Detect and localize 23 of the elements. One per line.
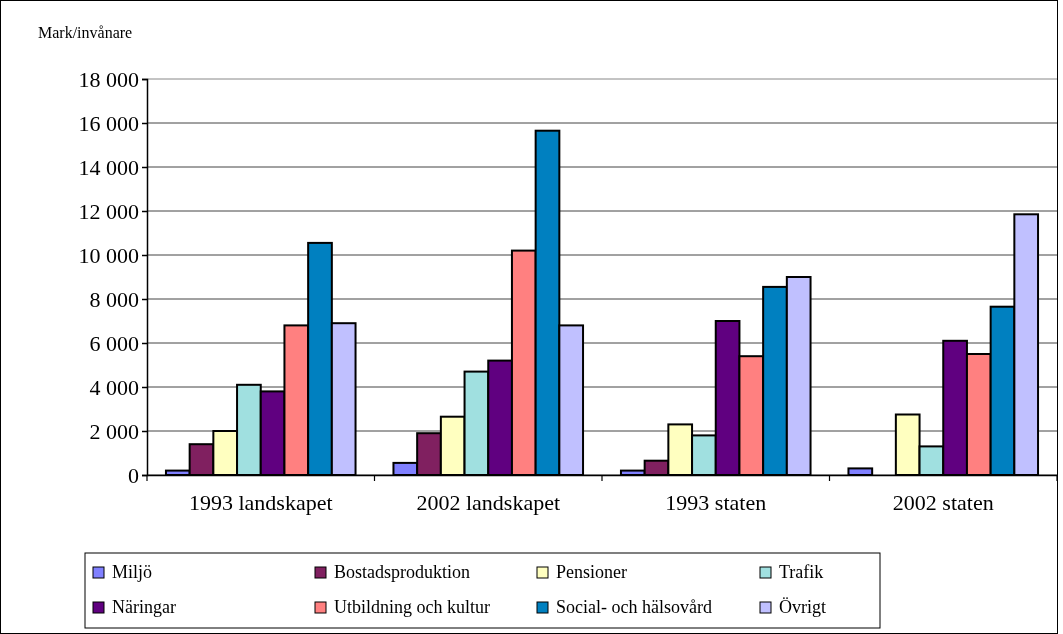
legend-label: Pensioner: [556, 562, 627, 582]
y-tick-label: 12 000: [78, 198, 139, 224]
y-tick-label: 0: [128, 462, 139, 488]
y-tick-label: 18 000: [78, 66, 139, 92]
x-tick-label: 1993 landskapet: [188, 489, 333, 515]
y-tick-label: 4 000: [89, 374, 139, 400]
y-axis-title: Mark/invånare: [38, 24, 133, 41]
y-tick-label: 14 000: [78, 154, 139, 180]
legend-label: Trafik: [779, 562, 824, 582]
x-tick-label: 1993 staten: [665, 489, 767, 515]
y-tick-label: 8 000: [89, 286, 139, 312]
legend-label: Näringar: [112, 597, 176, 617]
y-tick-label: 10 000: [78, 242, 139, 268]
x-tick-label: 2002 landskapet: [416, 489, 561, 515]
legend-label: Social- och hälsovård: [556, 597, 712, 617]
legend-label: Utbildning och kultur: [334, 597, 490, 617]
legend-label: Miljö: [112, 562, 153, 582]
legend-label: Övrigt: [779, 597, 826, 617]
y-tick-label: 2 000: [89, 418, 139, 444]
y-tick-label: 16 000: [78, 110, 139, 136]
y-tick-label: 6 000: [89, 330, 139, 356]
legend-label: Bostadsproduktion: [334, 562, 471, 582]
x-tick-label: 2002 staten: [892, 489, 994, 515]
